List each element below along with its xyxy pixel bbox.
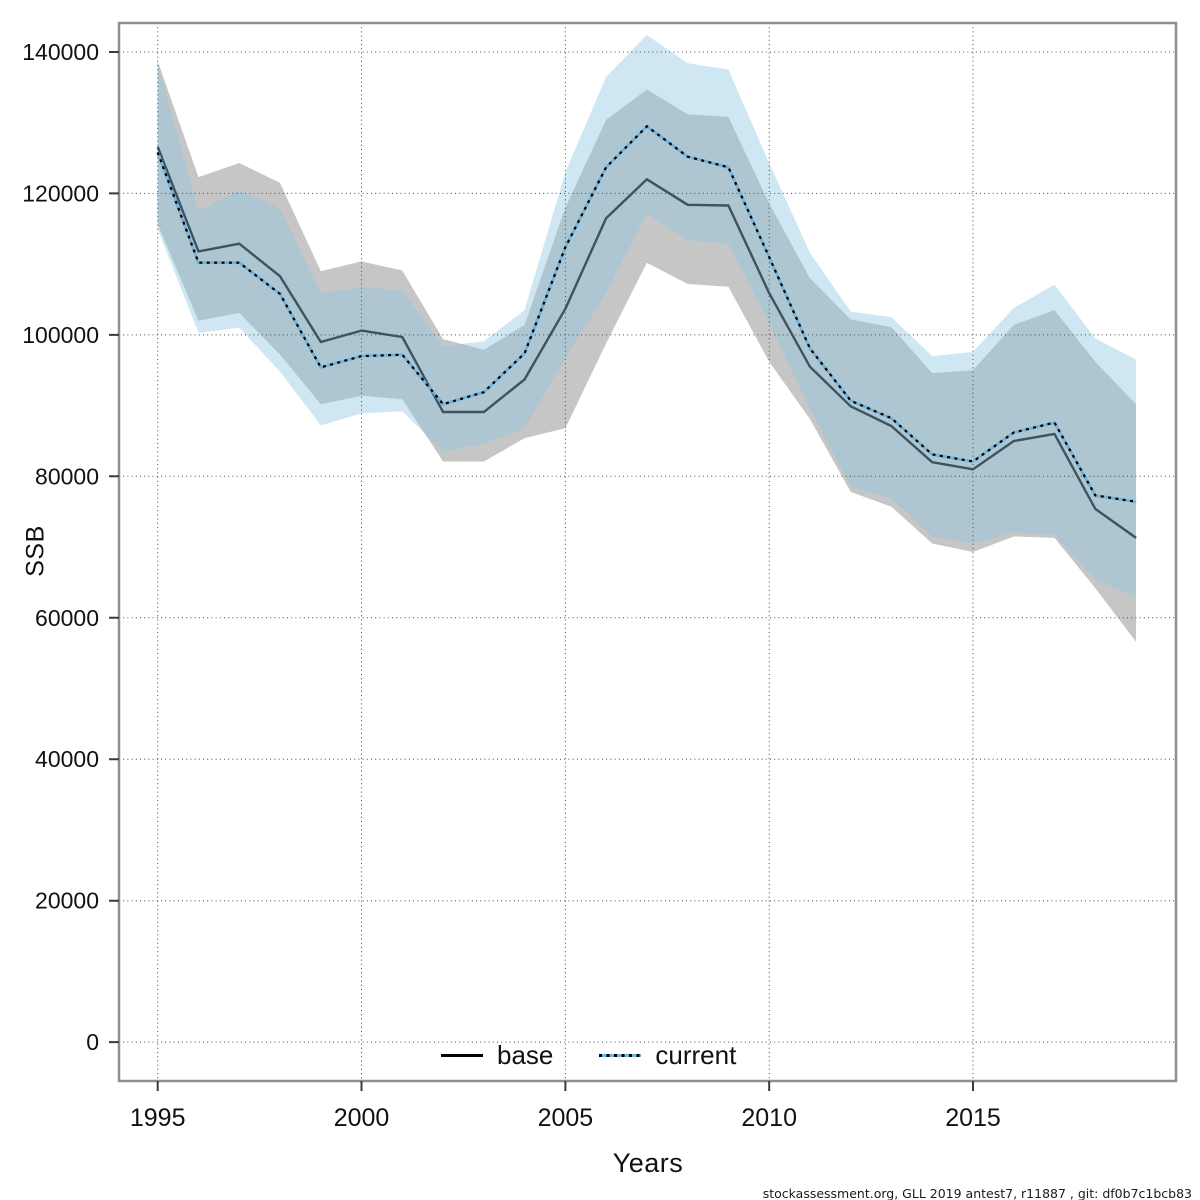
legend-label-base: base [497,1039,554,1070]
y-tick-label: 140000 [22,39,99,65]
x-axis-title: Years [612,1148,684,1178]
plot-frame [117,21,1178,1083]
y-tick-label: 20000 [35,888,99,914]
legend-label-current: current [655,1039,737,1070]
y-tick-label: 0 [86,1029,99,1055]
x-tick-label: 1995 [130,1104,186,1132]
data-lines [156,124,1137,539]
y-tick-label: 100000 [22,322,99,348]
current-line-key-icon [599,1051,642,1060]
y-tick-label: 120000 [22,180,99,206]
x-tick-label: 2005 [538,1104,594,1132]
legend-item-base: base [441,1040,553,1071]
axis-ticks [109,51,974,1091]
y-axis-title: SSB [21,525,50,577]
legend: base current [441,1040,736,1070]
footnote: stockassessment.org, GLL 2019 antest7, r… [762,1186,1192,1200]
y-tick-label: 60000 [35,605,99,631]
legend-item-current: current [599,1040,736,1071]
confidence-bands [157,35,1137,642]
y-tick-label: 40000 [35,746,99,772]
y-tick-labels: 0 20000 40000 60000 80000 100000 120000 140000 [22,39,99,1055]
base-line [156,146,1137,539]
base-line-key-icon [441,1051,483,1060]
x-tick-label: 2015 [945,1104,1001,1132]
y-tick-label: 80000 [35,463,99,489]
x-tick-label: 2010 [741,1104,797,1132]
current-confidence-band [157,35,1137,597]
x-tick-labels: 1995 2000 2005 2010 2015 [130,1104,1001,1132]
base-confidence-band [157,61,1137,642]
current-line [156,125,1137,503]
x-tick-label: 2000 [334,1104,390,1132]
